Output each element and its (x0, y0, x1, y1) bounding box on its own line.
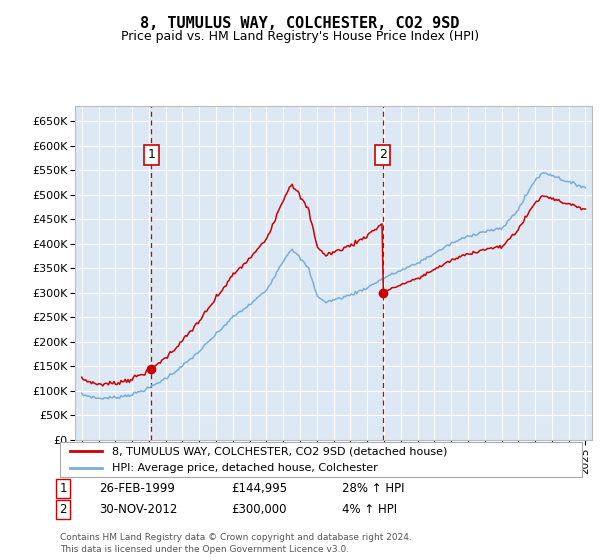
Text: 4% ↑ HPI: 4% ↑ HPI (342, 503, 397, 516)
Text: 1: 1 (59, 482, 67, 495)
Text: 28% ↑ HPI: 28% ↑ HPI (342, 482, 404, 495)
Text: 30-NOV-2012: 30-NOV-2012 (99, 503, 178, 516)
Text: HPI: Average price, detached house, Colchester: HPI: Average price, detached house, Colc… (112, 463, 378, 473)
Text: Contains HM Land Registry data © Crown copyright and database right 2024.
This d: Contains HM Land Registry data © Crown c… (60, 533, 412, 554)
Text: 2: 2 (59, 503, 67, 516)
Text: 8, TUMULUS WAY, COLCHESTER, CO2 9SD: 8, TUMULUS WAY, COLCHESTER, CO2 9SD (140, 16, 460, 31)
Text: £300,000: £300,000 (231, 503, 287, 516)
Text: 26-FEB-1999: 26-FEB-1999 (99, 482, 175, 495)
Text: Price paid vs. HM Land Registry's House Price Index (HPI): Price paid vs. HM Land Registry's House … (121, 30, 479, 43)
Text: 2: 2 (379, 148, 386, 161)
Text: £144,995: £144,995 (231, 482, 287, 495)
Text: 1: 1 (148, 148, 155, 161)
Text: 8, TUMULUS WAY, COLCHESTER, CO2 9SD (detached house): 8, TUMULUS WAY, COLCHESTER, CO2 9SD (det… (112, 446, 448, 456)
